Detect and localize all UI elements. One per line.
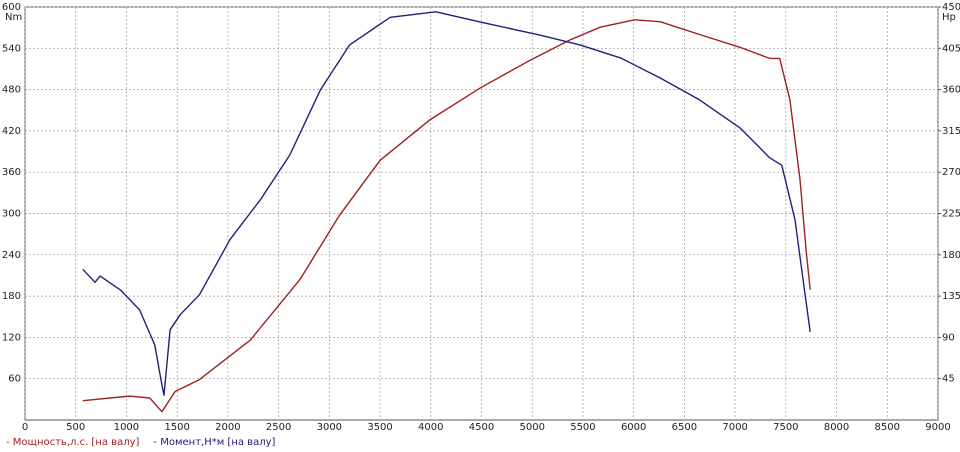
y2-tick-label: 315 — [942, 126, 960, 137]
y-tick-label: 600 — [2, 2, 21, 13]
x-tick-label: 3000 — [317, 422, 342, 433]
x-tick-label: 4000 — [418, 422, 443, 433]
x-tick-label: 5000 — [519, 422, 544, 433]
x-tick-label: 0 — [22, 422, 28, 433]
x-tick-label: 500 — [66, 422, 85, 433]
y2-tick-label: 450 — [942, 2, 960, 13]
legend-label: - Момент,Н*м [на валу] — [153, 437, 275, 448]
y2-tick-label: 180 — [942, 250, 960, 261]
x-tick-label: 9000 — [925, 422, 950, 433]
y-tick-label: 540 — [2, 43, 21, 54]
y2-tick-label: 225 — [942, 209, 960, 220]
y-tick-label: 360 — [2, 167, 21, 178]
x-tick-label: 2500 — [266, 422, 291, 433]
y-tick-label: 120 — [2, 332, 21, 343]
x-tick-label: 7500 — [773, 422, 798, 433]
x-tick-label: 8000 — [824, 422, 849, 433]
x-tick-label: 1500 — [164, 422, 189, 433]
y2-tick-label: 360 — [942, 85, 960, 96]
x-tick-label: 8500 — [875, 422, 900, 433]
y2-tick-label: 270 — [942, 167, 960, 178]
x-tick-label: 6000 — [621, 422, 646, 433]
x-tick-label: 1000 — [114, 422, 139, 433]
y2-tick-label: 405 — [942, 43, 960, 54]
y2-axis-label: Hp — [942, 12, 956, 23]
x-tick-label: 2000 — [215, 422, 240, 433]
y-tick-label: 240 — [2, 250, 21, 261]
y-tick-label: 480 — [2, 85, 21, 96]
y2-tick-label: 90 — [942, 332, 955, 343]
series-line — [82, 11, 811, 396]
y2-tick-label: 45 — [942, 374, 955, 385]
x-tick-label: 3500 — [367, 422, 392, 433]
series-line — [82, 19, 811, 413]
y2-tick-label: 135 — [942, 291, 960, 302]
y-tick-label: 300 — [2, 209, 21, 220]
x-tick-label: 6500 — [672, 422, 697, 433]
x-tick-label: 4500 — [469, 422, 494, 433]
y-axis-label: Nm — [5, 12, 22, 23]
x-tick-label: 7000 — [722, 422, 747, 433]
y-tick-label: 420 — [2, 126, 21, 137]
y-tick-label: 60 — [8, 374, 21, 385]
legend-label: - Мощность,л.с. [на валу] — [6, 437, 140, 448]
y-tick-label: 180 — [2, 291, 21, 302]
x-tick-label: 5500 — [570, 422, 595, 433]
